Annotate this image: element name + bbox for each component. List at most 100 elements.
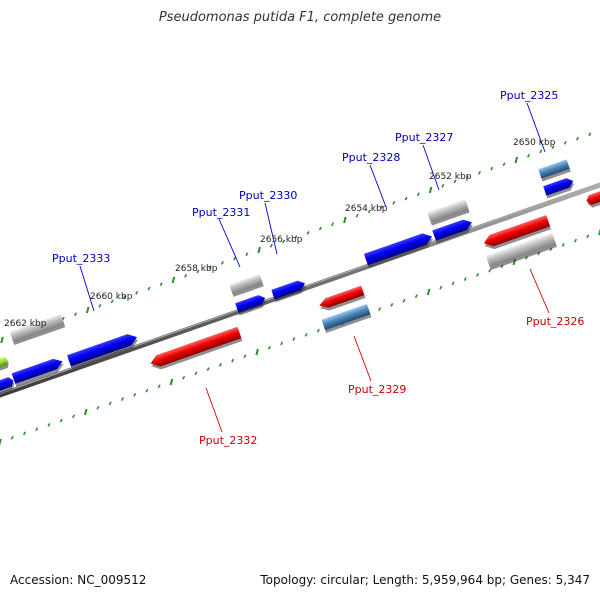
upper-scale-tick	[318, 226, 322, 231]
gene-label-pput-2332[interactable]: Pput_2332	[199, 434, 257, 447]
upper-scale-tick	[184, 273, 188, 278]
gene-pput-2327-b[interactable]	[432, 217, 474, 244]
gene-label-pput-2328[interactable]: Pput_2328	[342, 151, 400, 164]
gene-label-pput-2327[interactable]: Pput_2327	[395, 131, 453, 144]
upper-scale-tick	[453, 179, 457, 184]
upper-scale-tick	[147, 286, 151, 291]
genome-stats-text: Topology: circular; Length: 5,959,964 bp…	[260, 573, 590, 587]
gene-pput-2328[interactable]	[363, 231, 435, 269]
upper-scale-tick	[282, 239, 286, 244]
upper-scale-tick	[478, 170, 482, 175]
lower-scale-tick	[0, 438, 2, 446]
upper-scale-tick	[380, 205, 384, 210]
upper-scale-tick	[343, 216, 347, 224]
upper-scale-tick	[416, 192, 420, 197]
gene-pput-2329-a-body	[319, 285, 365, 308]
gene-red-edge[interactable]	[585, 189, 600, 209]
gene-pput-2330[interactable]	[271, 279, 307, 303]
gene-label-pput-2325[interactable]: Pput_2325	[500, 89, 558, 102]
upper-scale-tick	[367, 209, 371, 214]
gene-blue-edge-body	[0, 377, 14, 393]
upper-scale-tick	[588, 132, 592, 137]
feature-labels: 2662 kbp 2660 kbp 2658 kbp 2656 kbp 2654…	[4, 89, 584, 447]
gene-pput-2328-body	[363, 233, 433, 266]
upper-scale-tick	[135, 290, 139, 295]
leader-pput-2326	[529, 268, 550, 314]
gene-pput-2327[interactable]	[427, 199, 470, 226]
gene-label-pput-2326[interactable]: Pput_2326	[526, 315, 584, 328]
gene-pput-2326[interactable]	[485, 232, 558, 271]
upper-scale-tick	[245, 252, 249, 257]
upper-scale-tick	[355, 213, 359, 218]
gene-pput-2329[interactable]	[321, 303, 372, 333]
lower-scale-tick	[206, 367, 210, 372]
leader-pput-2332	[205, 387, 223, 433]
gene-blue-edge[interactable]	[0, 376, 16, 395]
gene-features[interactable]	[0, 159, 600, 395]
gene-lime-edge[interactable]	[0, 356, 10, 372]
lower-scale-tick	[292, 337, 296, 342]
gene-pput-2332-body	[150, 326, 242, 367]
gene-pput-2325-b-body	[543, 178, 574, 196]
lower-scale-tick	[304, 332, 308, 337]
lower-scale-tick	[47, 422, 51, 427]
accession-text: Accession: NC_009512	[10, 573, 147, 587]
gene-pput-2325-b[interactable]	[543, 176, 576, 199]
upper-scale-tick	[159, 282, 163, 287]
gene-pput-2329-body	[321, 303, 371, 331]
gene-pput-2331-body	[229, 273, 263, 295]
upper-scale-tick	[490, 166, 494, 171]
lower-scale-tick	[488, 268, 492, 273]
lower-scale-tick	[439, 285, 443, 290]
gene-pput-2329-a[interactable]	[318, 285, 366, 313]
leader-pput-2329	[353, 335, 372, 382]
gene-pput-2327-body	[427, 199, 469, 223]
gene-pput-2333[interactable]	[67, 331, 140, 370]
gene-grey-left[interactable]	[9, 313, 66, 345]
lower-scale-tick	[280, 341, 284, 346]
gene-pput-2327-b-body	[432, 219, 472, 241]
gene-pput-2330-body	[271, 280, 306, 300]
upper-scale-tick	[441, 183, 445, 188]
upper-scale-tick	[576, 136, 580, 141]
gene-grey-left-body	[9, 313, 65, 343]
gene-pput-2325-body	[538, 159, 570, 179]
upper-scale-tick	[392, 200, 396, 205]
upper-scale-tick	[122, 295, 126, 300]
leader-pput-2330	[264, 202, 278, 255]
gene-pput-2326-a-body	[483, 215, 551, 247]
lower-scale-tick	[255, 348, 259, 356]
gene-pput-2325[interactable]	[538, 159, 571, 182]
lower-scale-tick	[231, 358, 235, 363]
upper-scale-tick	[208, 265, 212, 270]
upper-scale-tick	[98, 303, 102, 308]
lower-scale-tick	[22, 431, 26, 436]
lower-scale-tick	[574, 238, 578, 243]
lower-scale-tick	[463, 277, 467, 282]
gene-pput-2326-a[interactable]	[482, 215, 552, 252]
upper-scale-tick	[294, 235, 298, 240]
lower-scale-tick	[267, 345, 271, 350]
upper-scale-tick	[551, 145, 555, 150]
upper-scale-tick	[514, 156, 519, 164]
upper-scale-tick	[306, 230, 310, 235]
upper-scale-tick	[563, 140, 567, 145]
lower-scale-tick	[414, 294, 418, 299]
lower-scale-tick	[561, 242, 565, 247]
gene-grey-small-blue[interactable]	[235, 293, 268, 316]
lower-scale-tick	[145, 388, 149, 393]
gene-pput-2332[interactable]	[149, 326, 243, 372]
gene-label-pput-2330[interactable]: Pput_2330	[239, 189, 297, 202]
gene-label-pput-2329[interactable]: Pput_2329	[348, 383, 406, 396]
gene-pput-2331[interactable]	[229, 273, 264, 297]
scale-label-2650: 2650 kbp	[513, 138, 556, 148]
lower-scale-tick	[157, 384, 161, 389]
gene-label-pput-2331[interactable]: Pput_2331	[192, 206, 250, 219]
gene-label-pput-2333[interactable]: Pput_2333	[52, 252, 110, 265]
lower-scale-tick	[316, 328, 320, 333]
leader-pput-2331	[218, 218, 241, 268]
lower-scale-tick	[35, 427, 39, 432]
lower-scale-tick	[378, 307, 382, 312]
gene-pput-2334[interactable]	[11, 356, 66, 387]
